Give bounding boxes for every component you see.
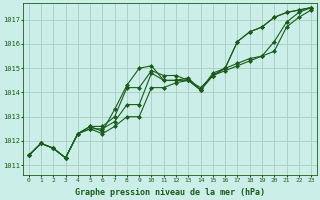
X-axis label: Graphe pression niveau de la mer (hPa): Graphe pression niveau de la mer (hPa) [75,188,265,197]
